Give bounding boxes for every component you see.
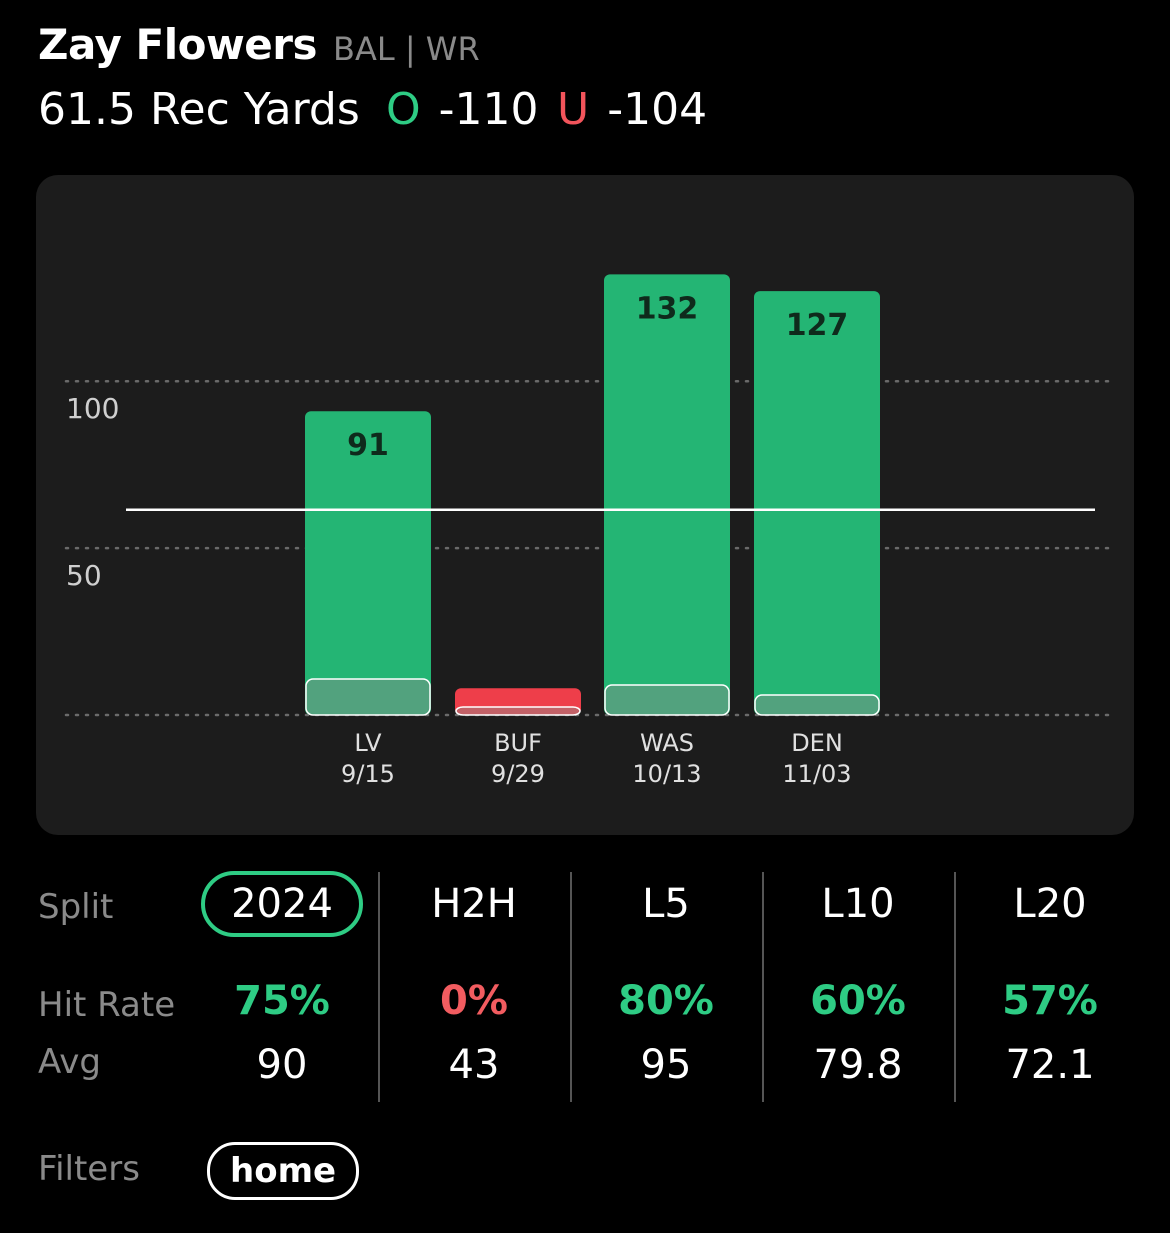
bar-base-overlay [754,694,880,716]
bar [604,274,730,715]
avg-label: Avg [38,1042,101,1082]
bar [754,291,880,715]
x-category-label: LV [354,729,382,757]
y-tick-label: 100 [66,392,119,425]
over-letter: O [386,84,421,135]
split-column-l20[interactable]: L20 57% 72.1 [954,870,1146,1102]
filter-chip-home[interactable]: home [207,1142,360,1200]
x-date-label: 10/13 [632,760,701,788]
avg-value: 95 [640,1042,692,1088]
under-odds-value: -104 [607,84,708,135]
bar-data-label: 91 [347,428,389,463]
bar-base-overlay [305,678,431,716]
split-tab-label: L10 [821,881,895,927]
avg-value: 90 [256,1042,308,1088]
split-tab-label: L20 [1013,881,1087,927]
hit-rate-label: Hit Rate [38,985,176,1025]
prop-line: 61.5 Rec Yards [38,84,360,135]
avg-value: 79.8 [813,1042,903,1088]
hit-rate-value: 75% [234,978,330,1024]
chart-card: 50 100 91 LV 9/15 BUF 9/29 132 WAS 10/13 127 DEN 11/… [36,175,1134,835]
hit-rate-value: 0% [440,978,508,1024]
hit-rate-value: 60% [810,978,906,1024]
split-column-h2h[interactable]: H2H 0% 43 [378,870,570,1102]
column-divider [954,872,956,1102]
split-tab-label: 2024 [201,871,363,937]
split-tab-l10[interactable]: L10 [762,870,954,938]
column-divider [378,872,380,1102]
avg-value: 72.1 [1005,1042,1095,1088]
player-name: Zay Flowers [38,20,317,69]
team-position: BAL | WR [333,30,480,68]
split-column-l5[interactable]: L5 80% 95 [570,870,762,1102]
hit-rate-value: 57% [1002,978,1098,1024]
split-tab-2024[interactable]: 2024 [186,870,378,938]
over-odds-button[interactable]: O -110 [386,84,539,135]
split-column-l10[interactable]: L10 60% 79.8 [762,870,954,1102]
x-category-label: WAS [640,729,694,757]
split-column-2024[interactable]: 2024 75% 90 [186,870,378,1102]
split-tab-h2h[interactable]: H2H [378,870,570,938]
bar-base-overlay [455,706,581,716]
split-tab-l20[interactable]: L20 [954,870,1146,938]
split-tab-label: H2H [431,881,517,927]
filters-label: Filters [38,1149,140,1189]
hit-rate-value: 80% [618,978,714,1024]
column-divider [762,872,764,1102]
avg-value: 43 [448,1042,500,1088]
x-category-label: BUF [494,729,542,757]
bar [455,688,581,715]
column-divider [570,872,572,1102]
bar-data-label: 132 [636,291,699,326]
under-letter: U [557,84,590,135]
bar-data-label: 127 [786,308,849,343]
x-date-label: 11/03 [782,760,851,788]
under-odds-button[interactable]: U -104 [557,84,707,135]
over-odds-value: -110 [438,84,539,135]
bar-chart: 50 100 91 LV 9/15 BUF 9/29 132 WAS 10/13 127 DEN 11/… [64,274,1118,788]
split-label: Split [38,887,114,927]
x-date-label: 9/15 [341,760,395,788]
bar [305,411,431,715]
x-category-label: DEN [791,729,843,757]
split-tab-l5[interactable]: L5 [570,870,762,938]
split-tab-label: L5 [642,881,690,927]
y-tick-label: 50 [66,559,102,592]
x-date-label: 9/29 [491,760,545,788]
bar-base-overlay [604,684,730,716]
